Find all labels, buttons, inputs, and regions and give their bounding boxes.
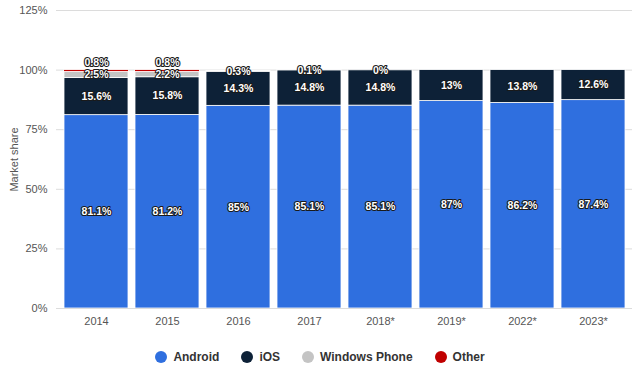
svg-text:2018*: 2018* bbox=[366, 315, 395, 327]
svg-text:86.2%: 86.2% bbox=[508, 199, 538, 211]
html-text:Other: Other bbox=[452, 350, 485, 364]
svg-text:0.8%: 0.8% bbox=[156, 56, 181, 68]
svg-text:87.4%: 87.4% bbox=[579, 198, 609, 210]
svg-text:2017: 2017 bbox=[297, 315, 321, 327]
svg-text:13.8%: 13.8% bbox=[508, 80, 538, 92]
svg-text:85%: 85% bbox=[228, 201, 250, 213]
svg-text:Market share: Market share bbox=[8, 127, 20, 191]
svg-text:25%: 25% bbox=[25, 242, 47, 254]
svg-text:81.2%: 81.2% bbox=[153, 205, 183, 217]
svg-text:50%: 50% bbox=[25, 183, 47, 195]
svg-text:2.2%: 2.2% bbox=[156, 68, 181, 80]
svg-text:85.1%: 85.1% bbox=[295, 200, 325, 212]
svg-text:0.3%: 0.3% bbox=[227, 65, 252, 77]
svg-text:14.3%: 14.3% bbox=[224, 82, 254, 94]
svg-text:2015: 2015 bbox=[155, 315, 179, 327]
svg-text:85.1%: 85.1% bbox=[366, 200, 396, 212]
svg-text:2.5%: 2.5% bbox=[85, 68, 110, 80]
svg-text:15.6%: 15.6% bbox=[82, 90, 112, 102]
svg-text:125%: 125% bbox=[19, 4, 47, 16]
html-text:Windows Phone: Windows Phone bbox=[320, 350, 413, 364]
svg-text:15.8%: 15.8% bbox=[153, 89, 183, 101]
svg-text:2014: 2014 bbox=[84, 315, 108, 327]
svg-text:0%: 0% bbox=[373, 64, 389, 76]
svg-text:0%: 0% bbox=[32, 302, 48, 314]
svg-text:2022*: 2022* bbox=[508, 315, 537, 327]
svg-text:2016: 2016 bbox=[226, 315, 250, 327]
svg-text:2023*: 2023* bbox=[579, 315, 608, 327]
svg-text:14.8%: 14.8% bbox=[295, 81, 325, 93]
svg-text:14.8%: 14.8% bbox=[366, 81, 396, 93]
svg-text:75%: 75% bbox=[25, 123, 47, 135]
html-text:Android: Android bbox=[173, 350, 220, 364]
svg-text:0.1%: 0.1% bbox=[298, 64, 323, 76]
svg-text:87%: 87% bbox=[441, 198, 463, 210]
svg-text:81.1%: 81.1% bbox=[82, 205, 112, 217]
svg-text:12.6%: 12.6% bbox=[579, 78, 609, 90]
svg-text:13%: 13% bbox=[441, 79, 463, 91]
html-text:iOS: iOS bbox=[259, 350, 280, 364]
svg-text:2019*: 2019* bbox=[437, 315, 466, 327]
svg-text:100%: 100% bbox=[19, 64, 47, 76]
svg-text:0.8%: 0.8% bbox=[85, 56, 110, 68]
